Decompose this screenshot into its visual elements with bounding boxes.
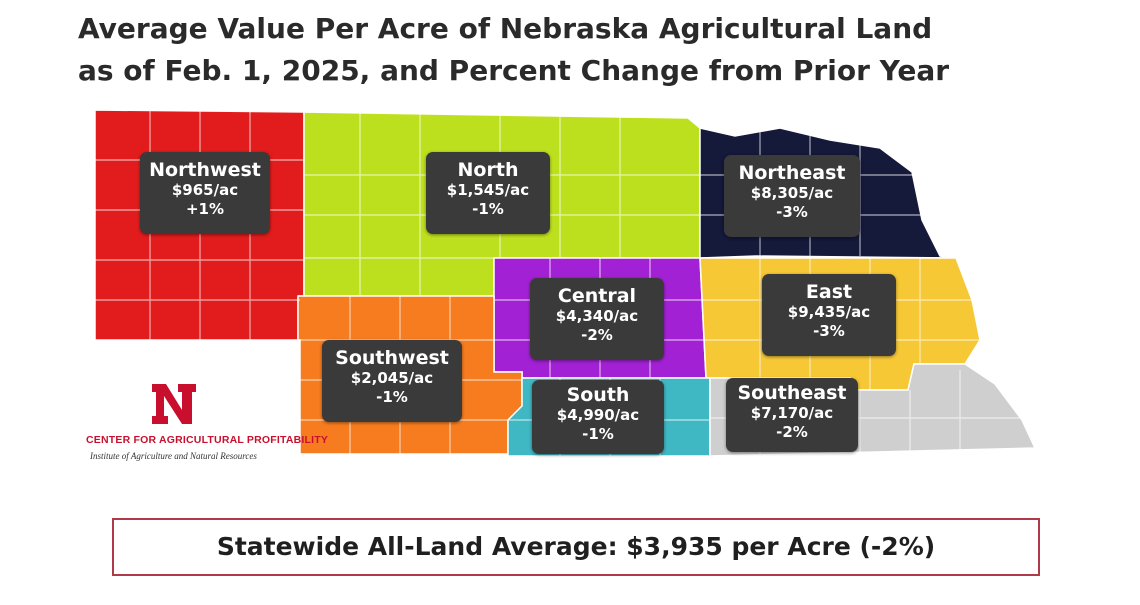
region-label-northwest: Northwest $965/ac +1%	[140, 152, 270, 234]
region-change: +1%	[185, 200, 225, 218]
map-title-line-1: Average Value Per Acre of Nebraska Agric…	[78, 12, 933, 45]
region-value: $1,545/ac	[446, 181, 530, 199]
region-value: $2,045/ac	[350, 369, 434, 387]
region-value: $9,435/ac	[787, 303, 871, 321]
region-change: -1%	[582, 425, 614, 443]
region-value: $4,990/ac	[556, 406, 640, 424]
region-change: -2%	[581, 326, 613, 344]
region-name: East	[805, 281, 853, 303]
statewide-average-banner: Statewide All-Land Average: $3,935 per A…	[112, 518, 1040, 576]
region-name: Northwest	[149, 159, 261, 181]
region-change: -3%	[813, 322, 845, 340]
nebraska-n-logo-icon	[152, 384, 196, 424]
region-label-northeast: Northeast $8,305/ac -3%	[724, 155, 860, 237]
region-change: -1%	[472, 200, 504, 218]
map-title-line-2: as of Feb. 1, 2025, and Percent Change f…	[78, 54, 950, 87]
region-name: South	[566, 384, 630, 406]
region-label-southwest: Southwest $2,045/ac -1%	[322, 340, 462, 422]
region-label-east: East $9,435/ac -3%	[762, 274, 896, 356]
region-name: North	[457, 159, 519, 181]
region-name: Northeast	[738, 162, 846, 184]
region-label-south: South $4,990/ac -1%	[532, 380, 664, 454]
region-value: $4,340/ac	[555, 307, 639, 325]
region-name: Southeast	[737, 382, 847, 404]
region-change: -2%	[776, 423, 808, 441]
region-value: $8,305/ac	[750, 184, 834, 202]
region-change: -1%	[376, 388, 408, 406]
region-change: -3%	[776, 203, 808, 221]
region-name: Central	[557, 285, 637, 307]
center-name: CENTER FOR AGRICULTURAL PROFITABILITY	[86, 434, 329, 446]
region-label-central: Central $4,340/ac -2%	[530, 278, 664, 360]
institute-name: Institute of Agriculture and Natural Res…	[90, 451, 257, 461]
region-label-southeast: Southeast $7,170/ac -2%	[726, 378, 858, 452]
region-label-north: North $1,545/ac -1%	[426, 152, 550, 234]
region-name: Southwest	[335, 347, 449, 369]
region-value: $7,170/ac	[750, 404, 834, 422]
region-value: $965/ac	[171, 181, 239, 199]
map-title: Average Value Per Acre of Nebraska Agric…	[78, 8, 1088, 92]
